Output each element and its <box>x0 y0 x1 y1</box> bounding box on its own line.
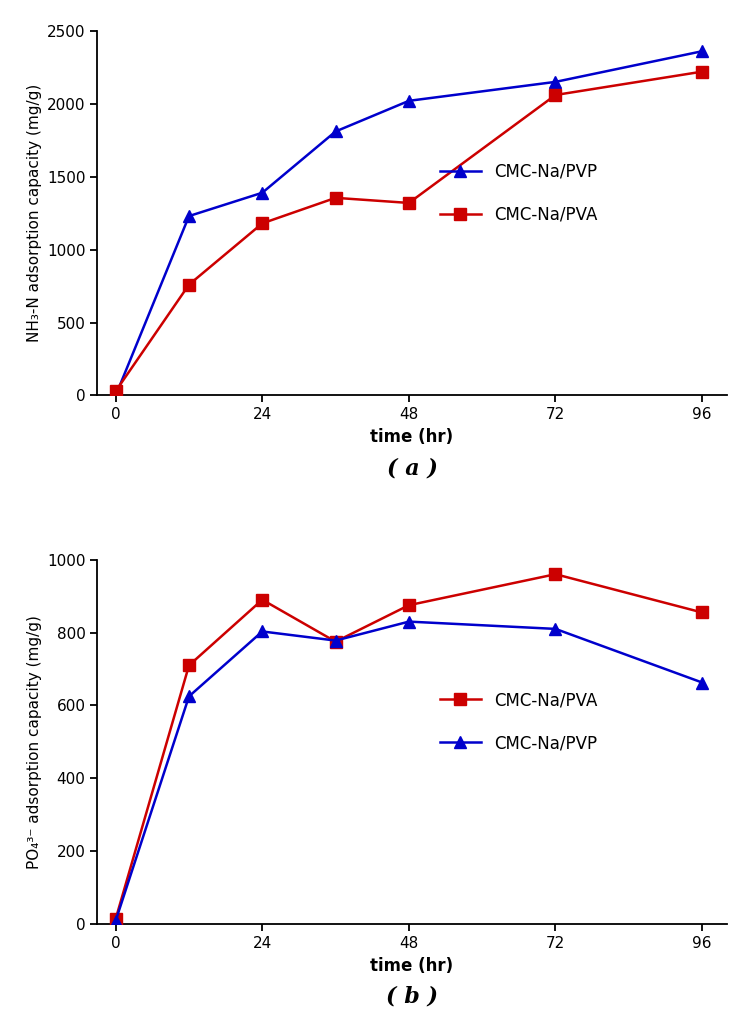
CMC-Na/PVP <box>331 125 340 138</box>
CMC-Na/PVP <box>111 389 120 402</box>
Line: CMC-Na/PVP: CMC-Na/PVP <box>109 615 709 927</box>
CMC-Na/PVP <box>697 45 706 58</box>
Y-axis label: NH₃-N adsorption capacity (mg/g): NH₃-N adsorption capacity (mg/g) <box>26 84 41 342</box>
CMC-Na/PVA <box>258 594 267 606</box>
CMC-Na/PVA <box>331 636 340 648</box>
CMC-Na/PVA <box>111 385 120 397</box>
Text: ( b ): ( b ) <box>386 986 438 1007</box>
CMC-Na/PVP <box>551 76 560 88</box>
CMC-Na/PVP <box>111 914 120 926</box>
CMC-Na/PVA <box>258 217 267 229</box>
CMC-Na/PVP <box>697 677 706 689</box>
CMC-Na/PVP <box>258 625 267 638</box>
Legend: CMC-Na/PVP, CMC-Na/PVA: CMC-Na/PVP, CMC-Na/PVA <box>433 156 604 230</box>
CMC-Na/PVP <box>184 690 193 702</box>
CMC-Na/PVA <box>697 66 706 78</box>
X-axis label: time (hr): time (hr) <box>371 957 453 975</box>
X-axis label: time (hr): time (hr) <box>371 428 453 446</box>
CMC-Na/PVP <box>404 94 413 107</box>
Line: CMC-Na/PVP: CMC-Na/PVP <box>109 45 709 402</box>
CMC-Na/PVP <box>404 615 413 627</box>
CMC-Na/PVP <box>331 635 340 647</box>
CMC-Na/PVA <box>551 88 560 101</box>
CMC-Na/PVA <box>404 599 413 611</box>
CMC-Na/PVP <box>258 187 267 199</box>
CMC-Na/PVP <box>551 622 560 635</box>
CMC-Na/PVA <box>697 606 706 618</box>
Legend: CMC-Na/PVA, CMC-Na/PVP: CMC-Na/PVA, CMC-Na/PVP <box>433 685 604 759</box>
CMC-Na/PVP <box>184 210 193 222</box>
CMC-Na/PVA <box>184 278 193 291</box>
Text: ( a ): ( a ) <box>386 457 437 480</box>
CMC-Na/PVA <box>184 659 193 672</box>
CMC-Na/PVA <box>111 913 120 925</box>
CMC-Na/PVA <box>331 192 340 204</box>
Line: CMC-Na/PVA: CMC-Na/PVA <box>110 66 708 396</box>
Y-axis label: PO₄³⁻ adsorption capacity (mg/g): PO₄³⁻ adsorption capacity (mg/g) <box>26 615 41 869</box>
CMC-Na/PVA <box>404 197 413 210</box>
Line: CMC-Na/PVA: CMC-Na/PVA <box>110 569 708 924</box>
CMC-Na/PVA <box>551 568 560 580</box>
